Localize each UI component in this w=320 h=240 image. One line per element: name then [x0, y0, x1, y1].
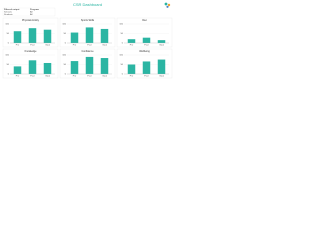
bar — [13, 66, 22, 74]
x-tick-label: Post — [144, 75, 149, 78]
bar — [100, 28, 109, 43]
x-tick-label: Pre — [130, 75, 134, 78]
y-tick-label: 0 — [8, 74, 10, 76]
x-tick-label: Pre — [73, 44, 77, 47]
y-tick-label: 100 — [5, 55, 9, 57]
y-tick-label: 0 — [122, 43, 124, 45]
summary-table: Filtered output Program Schools All Students… — [2, 7, 56, 17]
bar — [70, 32, 79, 43]
bar — [127, 39, 136, 43]
logo — [164, 2, 171, 8]
x-tick-label: Post — [30, 44, 35, 47]
x-tick-label: Goal — [102, 45, 107, 47]
chart-title: Wellbeing — [139, 50, 150, 53]
y-tick-label: 50 — [64, 64, 67, 66]
y-tick-label: 50 — [7, 64, 10, 66]
table-cell: All — [30, 13, 33, 16]
charts: Physical Activity 0 50 100 Pre Post Goal Sports… — [2, 17, 173, 79]
bar — [127, 64, 136, 74]
x-tick-label: Goal — [159, 45, 164, 47]
x-tick-label: Pre — [130, 44, 134, 47]
x-tick-label: Goal — [102, 76, 107, 78]
bar — [142, 37, 151, 43]
y-tick-label: 100 — [5, 24, 9, 26]
x-tick-label: Post — [87, 44, 92, 47]
chart-title: Diet — [142, 19, 147, 22]
bar — [142, 61, 151, 74]
y-tick-label: 0 — [122, 74, 124, 76]
dashboard: CSR Dashboard Filtered output Program Scho… — [2, 2, 173, 79]
chart-title: Knowledge — [25, 50, 37, 53]
x-tick-label: Goal — [159, 76, 164, 78]
table-cell: Students — [4, 13, 14, 16]
x-tick-label: Goal — [45, 45, 50, 47]
table-header: Filtered output — [4, 8, 20, 11]
x-tick-label: Pre — [73, 75, 77, 78]
bar — [157, 40, 166, 43]
table-cell: Schools — [4, 12, 13, 14]
chart-title: Sports Skills — [81, 19, 95, 22]
x-tick-label: Pre — [16, 44, 20, 47]
bar — [100, 58, 109, 74]
bar — [70, 61, 79, 74]
y-tick-label: 100 — [119, 55, 123, 57]
y-tick-label: 50 — [121, 33, 124, 35]
bar — [28, 28, 37, 43]
y-tick-label: 100 — [62, 24, 66, 26]
x-tick-label: Pre — [16, 75, 20, 78]
y-tick-label: 100 — [62, 55, 66, 57]
bar — [13, 31, 22, 43]
table-header: Program — [30, 9, 39, 11]
bar — [28, 60, 37, 74]
y-tick-label: 50 — [7, 33, 10, 35]
chart-title: Confidence — [81, 50, 94, 53]
y-tick-label: 0 — [8, 43, 10, 45]
x-tick-label: Post — [30, 75, 35, 78]
bar — [43, 29, 52, 43]
bar — [43, 62, 52, 74]
y-tick-label: 100 — [119, 24, 123, 26]
y-tick-label: 0 — [65, 43, 67, 45]
y-tick-label: 0 — [65, 74, 67, 76]
chart-title: Physical Activity — [22, 19, 40, 22]
page-title: CSR Dashboard — [73, 2, 102, 7]
y-tick-label: 50 — [64, 33, 67, 35]
bar — [85, 27, 94, 43]
y-tick-label: 50 — [121, 64, 124, 66]
bar — [85, 56, 94, 74]
x-tick-label: Goal — [45, 76, 50, 78]
x-tick-label: Post — [144, 44, 149, 47]
bar — [157, 59, 166, 74]
x-tick-label: Post — [87, 75, 92, 78]
table-cell: All — [30, 11, 33, 14]
